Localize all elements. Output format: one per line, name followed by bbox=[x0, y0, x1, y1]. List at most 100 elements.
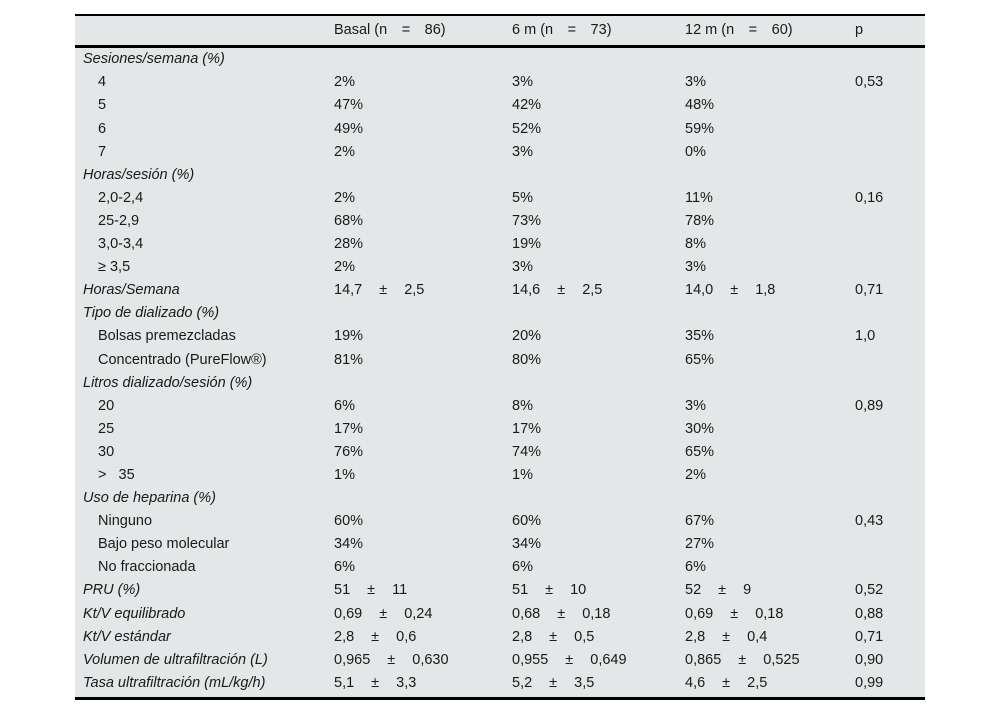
cell-m6: 52% bbox=[512, 120, 542, 137]
sd-value: 2,5 bbox=[582, 282, 603, 299]
cell-m6: 51 ±10 bbox=[512, 583, 685, 598]
cell-m12: 0% bbox=[685, 143, 706, 160]
cell-m12: 4,6 ±2,5 bbox=[685, 676, 855, 691]
cell-m6: 0,955 ±0,649 bbox=[512, 653, 685, 668]
table-row: Kt/V equilibrado 0,69 ±0,24 0,68 ±0,18 0,69 ±0… bbox=[75, 602, 925, 625]
sd-value: 11 bbox=[392, 582, 408, 599]
table-row: Bajo peso molecular 34% 34% 27% bbox=[75, 533, 925, 556]
cell-basal: 47% bbox=[334, 97, 364, 114]
cell-m12: 65% bbox=[685, 351, 715, 368]
row-label: Ninguno bbox=[98, 513, 153, 530]
table-row: 30 76% 74% 65% bbox=[75, 441, 925, 464]
row-label: ≥ 3,5 bbox=[98, 259, 131, 276]
sd-value: 2,5 bbox=[404, 282, 425, 299]
cell-m12: 8% bbox=[685, 236, 706, 253]
cell-m6: 0,68 ±0,18 bbox=[512, 607, 685, 622]
table-row: Horas/sesión (%) bbox=[75, 163, 925, 186]
cell-m6: 42% bbox=[512, 97, 542, 114]
table-row: 6 49% 52% 59% bbox=[75, 117, 925, 140]
table-row: 2,0-2,4 2% 5% 11% 0,16 bbox=[75, 187, 925, 210]
table-row: > 35 1% 1% 2% bbox=[75, 464, 925, 487]
table-row: 20 6% 8% 3% 0,89 bbox=[75, 394, 925, 417]
table-row: 25-2,9 68% 73% 78% bbox=[75, 210, 925, 233]
row-label: Bolsas premezcladas bbox=[98, 328, 236, 345]
row-label: Horas/sesión (%) bbox=[83, 166, 195, 183]
cell-m12: 27% bbox=[685, 536, 715, 553]
table-row: Sesiones/semana (%) bbox=[75, 48, 925, 71]
plus-minus-symbol: ± bbox=[730, 605, 739, 622]
cell-m6: 5% bbox=[512, 189, 533, 206]
table-row: Litros dializado/sesión (%) bbox=[75, 371, 925, 394]
cell-m6: 19% bbox=[512, 236, 542, 253]
sd-value: 2,5 bbox=[747, 674, 768, 691]
mean-value: 14,0 bbox=[685, 282, 714, 299]
sd-value: 0,18 bbox=[755, 605, 784, 622]
table-row: Kt/V estándar 2,8 ±0,6 2,8 ±0,5 2,8 ±0,4 0,71 bbox=[75, 625, 925, 648]
cell-m12: 0,865 ±0,525 bbox=[685, 653, 855, 668]
cell-p-value: 0,52 bbox=[855, 582, 884, 599]
cell-m6: 5,2 ±3,5 bbox=[512, 676, 685, 691]
cell-m6: 17% bbox=[512, 420, 542, 437]
plus-minus-symbol: ± bbox=[565, 651, 574, 668]
row-label: 20 bbox=[98, 397, 115, 414]
mean-value: 2,8 bbox=[685, 628, 706, 645]
plus-minus-symbol: ± bbox=[549, 674, 558, 691]
plus-minus-symbol: ± bbox=[387, 651, 396, 668]
sd-value: 10 bbox=[570, 582, 587, 599]
cell-m12: 14,0 ±1,8 bbox=[685, 283, 855, 298]
table-row: Tipo de dializado (%) bbox=[75, 302, 925, 325]
cell-m6: 73% bbox=[512, 212, 542, 229]
cell-basal: 6% bbox=[334, 397, 355, 414]
sd-value: 0,4 bbox=[747, 628, 768, 645]
cell-basal: 60% bbox=[334, 513, 364, 530]
cell-m6: 6% bbox=[512, 559, 533, 576]
cell-basal: 17% bbox=[334, 420, 364, 437]
cell-p-value: 0,71 bbox=[855, 282, 884, 299]
plus-minus-symbol: ± bbox=[549, 628, 558, 645]
mean-value: 2,8 bbox=[334, 628, 355, 645]
table-row: 5 47% 42% 48% bbox=[75, 94, 925, 117]
cell-basal: 19% bbox=[334, 328, 364, 345]
table-row: 4 2% 3% 3% 0,53 bbox=[75, 71, 925, 94]
row-label: 25-2,9 bbox=[98, 212, 140, 229]
cell-m12: 3% bbox=[685, 259, 706, 276]
cell-m12: 0,69 ±0,18 bbox=[685, 607, 855, 622]
cell-p-value: 0,16 bbox=[855, 189, 884, 206]
row-label: 25 bbox=[98, 420, 115, 437]
row-label: Litros dializado/sesión (%) bbox=[83, 374, 253, 391]
table-row: Bolsas premezcladas 19% 20% 35% 1,0 bbox=[75, 325, 925, 348]
cell-m12: 2% bbox=[685, 466, 706, 483]
cell-m12: 30% bbox=[685, 420, 715, 437]
row-label: 5 bbox=[98, 97, 107, 114]
cell-m6: 20% bbox=[512, 328, 542, 345]
plus-minus-symbol: ± bbox=[722, 628, 731, 645]
row-label: No fraccionada bbox=[98, 559, 196, 576]
cell-m12: 35% bbox=[685, 328, 715, 345]
sd-value: 0,18 bbox=[582, 605, 611, 622]
plus-minus-symbol: ± bbox=[367, 582, 376, 599]
mean-value: 51 bbox=[334, 582, 351, 599]
cell-p-value: 0,53 bbox=[855, 74, 884, 91]
cell-m12: 3% bbox=[685, 74, 706, 91]
mean-value: 14,6 bbox=[512, 282, 541, 299]
sd-value: 0,6 bbox=[396, 628, 417, 645]
plus-minus-symbol: ± bbox=[371, 674, 380, 691]
row-label: 3,0-3,4 bbox=[98, 236, 144, 253]
table-row: Tasa ultrafiltración (mL/kg/h) 5,1 ±3,3 5,2… bbox=[75, 672, 925, 695]
row-label: Sesiones/semana (%) bbox=[83, 51, 225, 68]
plus-minus-symbol: ± bbox=[379, 605, 388, 622]
table-header-row: Basal (n = 86) 6 m (n = 73) 12 m (n = 60… bbox=[75, 16, 925, 48]
row-label: 7 bbox=[98, 143, 107, 160]
cell-basal: 1% bbox=[334, 466, 355, 483]
cell-p-value: 0,99 bbox=[855, 674, 884, 691]
mean-value: 0,865 bbox=[685, 651, 722, 668]
cell-p-value: 0,90 bbox=[855, 651, 884, 668]
mean-value: 0,68 bbox=[512, 605, 541, 622]
sd-value: 1,8 bbox=[755, 282, 776, 299]
sd-value: 0,630 bbox=[412, 651, 449, 668]
cell-m6: 60% bbox=[512, 513, 542, 530]
row-label: Kt/V estándar bbox=[83, 628, 171, 645]
column-header-6m: 6 m (n = 73) bbox=[512, 22, 612, 39]
cell-basal: 68% bbox=[334, 212, 364, 229]
cell-p-value: 0,71 bbox=[855, 628, 884, 645]
